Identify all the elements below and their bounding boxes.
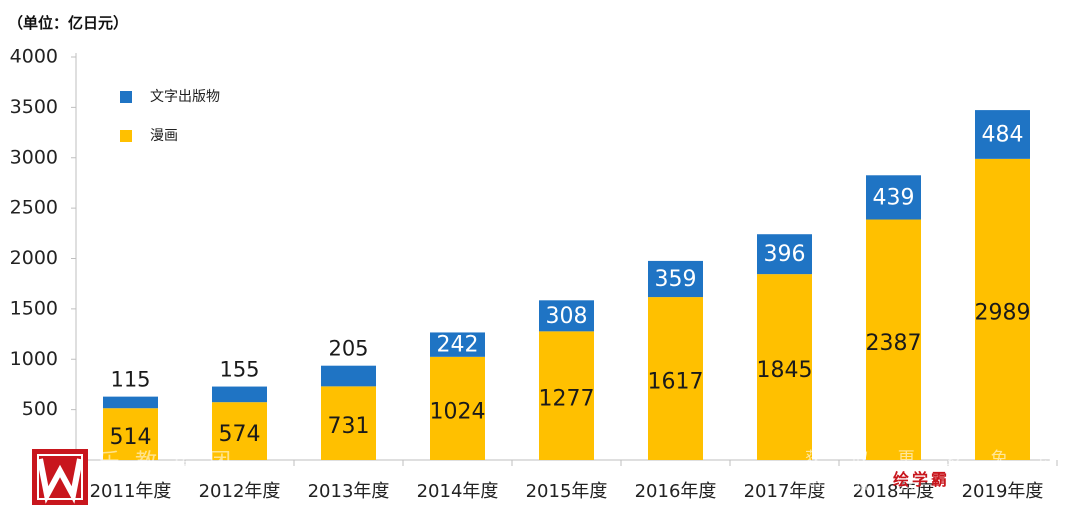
legend-swatch-text-publication bbox=[120, 91, 132, 103]
watermark-brand: 绘学霸 bbox=[893, 470, 951, 489]
y-tick-label: 3000 bbox=[10, 146, 58, 168]
data-label-text-publication: 115 bbox=[110, 368, 150, 392]
legend-swatch-manga bbox=[120, 130, 132, 142]
data-label-text-publication: 484 bbox=[982, 122, 1024, 147]
data-label-manga: 1024 bbox=[430, 399, 486, 424]
watermark-logo-icon bbox=[32, 449, 88, 505]
y-tick-label: 4000 bbox=[10, 46, 58, 68]
bar-manga bbox=[321, 386, 376, 460]
data-label-text-publication: 439 bbox=[873, 185, 915, 210]
x-tick-label: 2012年度 bbox=[199, 481, 281, 502]
bar-text-publication bbox=[757, 234, 812, 275]
x-tick-label: 2018年度 bbox=[853, 481, 935, 502]
bar-manga bbox=[212, 402, 267, 460]
data-label-manga: 2989 bbox=[975, 300, 1031, 325]
y-tick-label: 1000 bbox=[10, 348, 58, 370]
y-tick-label: 500 bbox=[22, 398, 58, 420]
data-label-manga: 2387 bbox=[866, 331, 922, 356]
x-tick-label: 2019年度 bbox=[962, 481, 1044, 502]
bar-text-publication bbox=[103, 396, 158, 409]
watermark-text-right: 获 取 更 多 免 费 精 品 教 学 bbox=[805, 449, 1067, 494]
data-label-text-publication: 396 bbox=[764, 242, 806, 267]
x-tick-label: 2017年度 bbox=[744, 481, 826, 502]
data-label-text-publication: 155 bbox=[219, 358, 259, 382]
data-label-manga: 1617 bbox=[648, 370, 704, 395]
bar-manga bbox=[866, 219, 921, 460]
bar-manga bbox=[648, 297, 703, 460]
bar-text-publication bbox=[866, 175, 921, 220]
x-tick-label: 2013年度 bbox=[308, 481, 390, 502]
data-label-manga: 1845 bbox=[757, 358, 813, 383]
bar-manga bbox=[975, 158, 1030, 460]
bar-text-publication bbox=[648, 260, 703, 298]
unit-label: （单位：亿日元） bbox=[8, 14, 129, 32]
bar-manga bbox=[430, 356, 485, 460]
data-label-text-publication: 308 bbox=[546, 304, 588, 329]
y-tick-label: 3500 bbox=[10, 96, 58, 118]
data-label-text-publication: 242 bbox=[437, 333, 479, 358]
data-label-manga: 514 bbox=[110, 425, 152, 450]
bar-text-publication bbox=[212, 386, 267, 403]
bar-manga bbox=[539, 331, 594, 460]
bar-manga bbox=[103, 408, 158, 460]
x-tick-label: 2016年度 bbox=[635, 481, 717, 502]
x-tick-label: 2011年度 bbox=[90, 481, 172, 502]
y-tick-label: 2500 bbox=[10, 197, 58, 219]
data-label-manga: 731 bbox=[328, 414, 370, 439]
x-tick-label: 2015年度 bbox=[526, 481, 608, 502]
data-label-manga: 574 bbox=[219, 422, 261, 447]
x-tick-label: 2014年度 bbox=[417, 481, 499, 502]
bar-manga bbox=[757, 274, 812, 460]
data-label-text-publication: 359 bbox=[655, 267, 697, 292]
watermark-text-left: 乐 教 集 团 bbox=[98, 450, 235, 475]
bar-text-publication bbox=[975, 110, 1030, 159]
legend-label-text-publication: 文字出版物 bbox=[150, 89, 220, 105]
legend-label-manga: 漫画 bbox=[150, 128, 178, 144]
y-tick-label: 1500 bbox=[10, 297, 58, 319]
y-tick-label: 2000 bbox=[10, 247, 58, 269]
data-label-manga: 1277 bbox=[539, 387, 595, 412]
bar-text-publication bbox=[321, 365, 376, 387]
bar-text-publication bbox=[539, 300, 594, 332]
bar-text-publication bbox=[430, 332, 485, 357]
data-label-text-publication: 205 bbox=[328, 337, 368, 361]
